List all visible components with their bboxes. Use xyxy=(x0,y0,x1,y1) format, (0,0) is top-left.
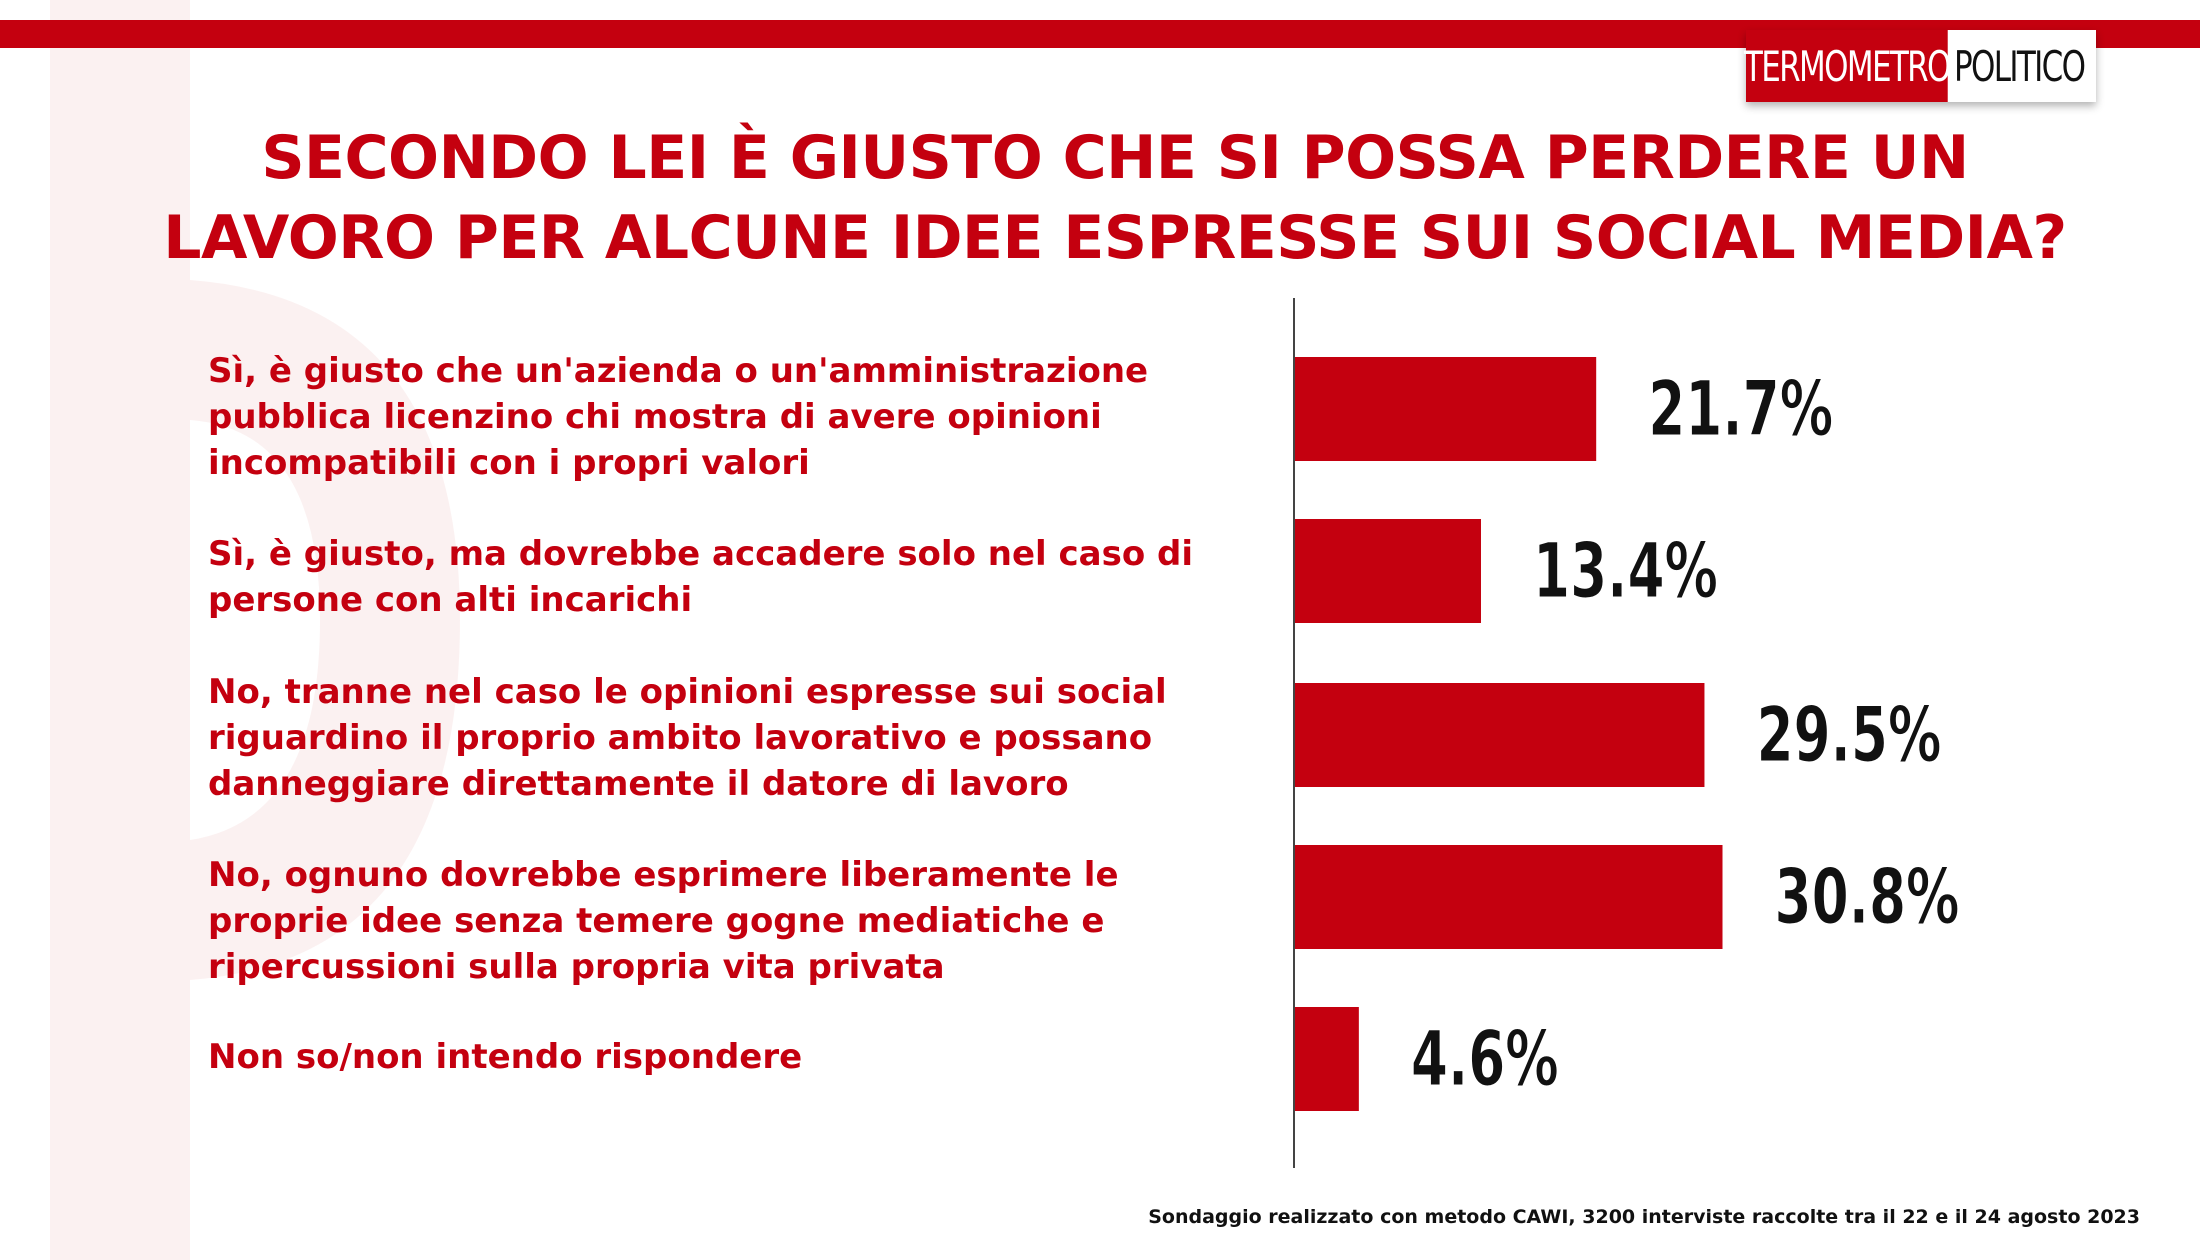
footer-note: Sondaggio realizzato con metodo CAWI, 32… xyxy=(1148,1206,2140,1228)
category-label-3-line-1: No, tranne nel caso le opinioni espresse… xyxy=(208,672,1167,712)
category-label-5: Non so/non intendo rispondere xyxy=(208,1034,1248,1080)
value-label-2: 13.4% xyxy=(1533,528,1718,616)
chart-axis-line xyxy=(1293,298,1295,1168)
category-label-2: Sì, è giusto, ma dovrebbe accadere solo … xyxy=(208,531,1248,623)
category-label-1-line-2: pubblica licenzino chi mostra di avere o… xyxy=(208,397,1102,437)
logo-part-red: TERMOMETRO xyxy=(1744,30,1951,102)
bar-4 xyxy=(1295,845,1723,949)
category-label-1: Sì, è giusto che un'azienda o un'amminis… xyxy=(208,348,1248,486)
category-label-1-line-3: incompatibili con i propri valori xyxy=(208,443,810,483)
bar-1 xyxy=(1295,357,1597,461)
bar-5 xyxy=(1295,1007,1359,1111)
bar-3 xyxy=(1295,683,1705,787)
chart-title-line-1: SECONDO LEI È GIUSTO CHE SI POSSA PERDER… xyxy=(261,123,1969,193)
chart-title-line-2: LAVORO PER ALCUNE IDEE ESPRESSE SUI SOCI… xyxy=(163,203,2067,273)
value-label-5: 4.6% xyxy=(1411,1016,1559,1104)
value-label-1: 21.7% xyxy=(1648,366,1833,454)
category-label-3-line-3: danneggiare direttamente il datore di la… xyxy=(208,764,1069,804)
category-label-4-line-3: ripercussioni sulla propria vita privata xyxy=(208,947,945,987)
category-label-2-line-1: Sì, è giusto, ma dovrebbe accadere solo … xyxy=(208,534,1194,574)
logo-part-white: POLITICO xyxy=(1954,41,2086,91)
termometro-politico-logo: TERMOMETRO POLITICO xyxy=(1744,30,2096,102)
value-label-3: 29.5% xyxy=(1756,692,1941,780)
chart-title: SECONDO LEI È GIUSTO CHE SI POSSA PERDER… xyxy=(100,118,2130,278)
value-label-4: 30.8% xyxy=(1775,854,1960,942)
category-label-2-line-2: persone con alti incarichi xyxy=(208,580,693,620)
bar-2 xyxy=(1295,519,1481,623)
category-label-3: No, tranne nel caso le opinioni espresse… xyxy=(208,669,1248,807)
category-label-1-line-1: Sì, è giusto che un'azienda o un'amminis… xyxy=(208,351,1149,391)
category-label-4: No, ognuno dovrebbe esprimere liberament… xyxy=(208,852,1248,990)
category-label-4-line-2: proprie idee senza temere gogne mediatic… xyxy=(208,901,1105,941)
category-label-3-line-2: riguardino il proprio ambito lavorativo … xyxy=(208,718,1153,758)
category-label-4-line-1: No, ognuno dovrebbe esprimere liberament… xyxy=(208,855,1119,895)
category-label-5-line-1: Non so/non intendo rispondere xyxy=(208,1037,803,1077)
